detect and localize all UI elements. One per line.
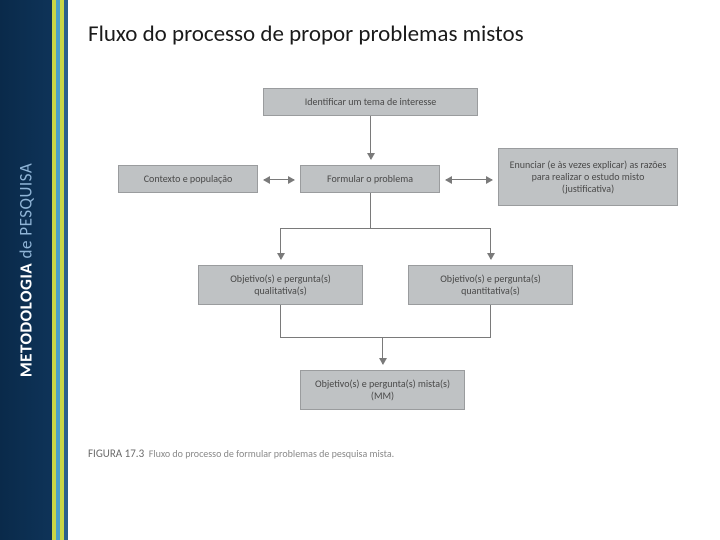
node-qualitative: Objetivo(s) e pergunta(s) qualitativa(s) bbox=[198, 265, 363, 305]
book-spine: METODOLOGIA de PESQUISA bbox=[0, 0, 68, 540]
node-formulate: Formular o problema bbox=[300, 165, 440, 193]
spine-background: METODOLOGIA de PESQUISA bbox=[0, 0, 52, 540]
figure-caption: FIGURA 17.3 Fluxo do processo de formula… bbox=[88, 447, 394, 460]
node-identify-theme: Identificar um tema de interesse bbox=[263, 88, 478, 116]
spine-title: METODOLOGIA de PESQUISA bbox=[16, 163, 37, 377]
stripe-4 bbox=[64, 0, 68, 540]
spine-title-sep: de bbox=[16, 236, 37, 263]
arrow-down-icon bbox=[370, 116, 371, 159]
node-label: Formular o problema bbox=[327, 173, 413, 185]
arrow-down-icon bbox=[280, 228, 281, 259]
connector bbox=[280, 228, 490, 229]
arrow-bidir-icon bbox=[264, 179, 294, 180]
node-mixed: Objetivo(s) e pergunta(s) mista(s) (MM) bbox=[300, 370, 465, 410]
connector bbox=[280, 337, 491, 338]
page-title: Fluxo do processo de propor problemas mi… bbox=[88, 20, 524, 48]
arrow-down-icon bbox=[490, 228, 491, 259]
spine-title-light: PESQUISA bbox=[16, 163, 37, 236]
node-label: Contexto e população bbox=[144, 173, 233, 185]
connector bbox=[490, 305, 491, 337]
connector bbox=[370, 193, 371, 228]
flowchart: Identificar um tema de interesse Context… bbox=[88, 70, 698, 500]
spine-stripes bbox=[52, 0, 68, 540]
arrow-bidir-icon bbox=[446, 179, 492, 180]
spine-title-bold: METODOLOGIA bbox=[16, 263, 37, 377]
connector bbox=[280, 305, 281, 337]
node-label: Objetivo(s) e pergunta(s) quantitativa(s… bbox=[417, 273, 564, 297]
node-label: Enunciar (e às vezes explicar) as razões… bbox=[507, 159, 669, 195]
arrow-down-icon bbox=[382, 337, 383, 364]
node-label: Objetivo(s) e pergunta(s) mista(s) (MM) bbox=[309, 378, 456, 402]
node-label: Identificar um tema de interesse bbox=[305, 96, 437, 108]
node-label: Objetivo(s) e pergunta(s) qualitativa(s) bbox=[207, 273, 354, 297]
figure-caption-text: Fluxo do processo de formular problemas … bbox=[149, 447, 394, 460]
node-reasons: Enunciar (e às vezes explicar) as razões… bbox=[498, 148, 678, 206]
node-quantitative: Objetivo(s) e pergunta(s) quantitativa(s… bbox=[408, 265, 573, 305]
figure-number: FIGURA 17.3 bbox=[88, 447, 144, 460]
node-context: Contexto e população bbox=[118, 165, 258, 193]
